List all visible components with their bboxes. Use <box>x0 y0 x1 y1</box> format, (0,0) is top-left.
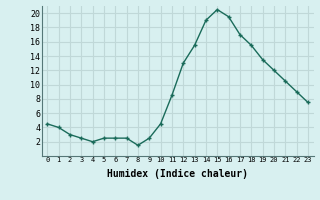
X-axis label: Humidex (Indice chaleur): Humidex (Indice chaleur) <box>107 169 248 179</box>
